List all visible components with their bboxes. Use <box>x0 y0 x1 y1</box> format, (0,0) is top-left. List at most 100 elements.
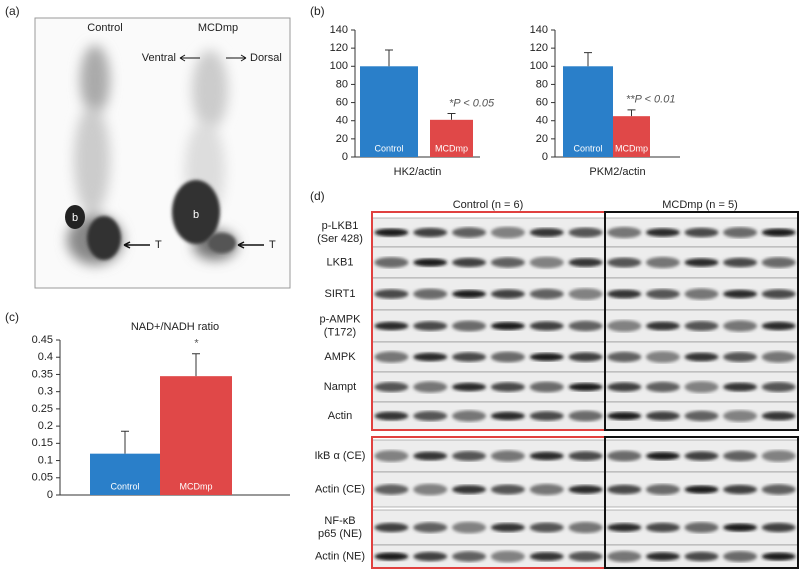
blob <box>172 180 220 244</box>
marker-label: b <box>193 209 199 221</box>
blot-band <box>684 288 719 300</box>
y-tick-label: 0.3 <box>38 386 53 398</box>
blot-band <box>684 321 719 331</box>
blot-band <box>568 320 603 332</box>
y-tick-label: 100 <box>330 60 348 72</box>
blot-band <box>568 227 603 238</box>
blot-band <box>374 228 409 237</box>
blot-band <box>761 484 796 495</box>
y-tick-label: 0.1 <box>38 454 53 466</box>
row-label: LKB1 <box>327 256 354 268</box>
blot-band <box>413 483 448 496</box>
blot-band <box>568 551 603 562</box>
blot-band <box>413 288 448 300</box>
blot-band <box>413 411 448 421</box>
row-label: Actin <box>328 410 352 422</box>
blot-band <box>645 552 680 561</box>
arrow <box>237 241 264 249</box>
blot-band <box>529 381 564 393</box>
blot-band <box>452 451 487 461</box>
blot-band <box>761 552 796 561</box>
y-tick-label: 0 <box>342 151 348 163</box>
row-label: Actin (CE) <box>315 483 365 495</box>
blot-band <box>645 411 680 421</box>
row-label: AMPK <box>324 351 356 363</box>
row-label: Nampt <box>324 381 356 393</box>
y-tick-label: 60 <box>336 96 348 108</box>
blot-band <box>529 321 564 331</box>
blot-band <box>529 353 564 361</box>
y-tick-label: 0.15 <box>32 437 53 449</box>
blot-band <box>684 227 719 238</box>
blot-band <box>607 226 642 239</box>
y-tick-label: 0.25 <box>32 403 53 415</box>
category-label: Control <box>110 481 139 491</box>
blot-band <box>374 522 409 533</box>
blob <box>65 205 85 229</box>
blot-band <box>607 550 642 563</box>
x-axis-label: PKM2/actin <box>589 166 645 178</box>
blot-band <box>607 412 642 420</box>
row-label: (Ser 428) <box>317 233 363 245</box>
blot-band <box>761 522 796 533</box>
blot-band <box>607 289 642 299</box>
blot-band <box>761 382 796 392</box>
blot-band <box>452 352 487 362</box>
panel-label: (c) <box>5 310 19 324</box>
error-bar <box>385 49 393 67</box>
y-tick-label: 20 <box>336 133 348 145</box>
blot-band <box>529 522 564 533</box>
y-tick-label: 120 <box>330 42 348 54</box>
blot-band <box>607 351 642 363</box>
panel-label: (a) <box>5 4 20 18</box>
blot-band <box>568 485 603 494</box>
y-tick-label: 0 <box>47 489 53 501</box>
blot-band <box>413 227 448 238</box>
blot-band <box>723 352 758 362</box>
blot-band <box>529 228 564 237</box>
blot-band <box>645 351 680 363</box>
blot-band <box>529 483 564 496</box>
blot-band <box>723 484 758 495</box>
blot-band <box>761 351 796 363</box>
bar <box>360 66 418 157</box>
blot-band <box>645 289 680 299</box>
blot-band <box>452 551 487 562</box>
blot-band <box>490 382 525 392</box>
blot-band <box>568 352 603 362</box>
y-tick-label: 40 <box>336 115 348 127</box>
blot-band <box>684 485 719 494</box>
bar <box>430 119 473 157</box>
blot-band <box>761 411 796 421</box>
blot-band <box>374 552 409 561</box>
blot-band <box>568 258 603 267</box>
y-tick-label: 80 <box>536 78 548 90</box>
y-tick-label: 20 <box>536 133 548 145</box>
y-tick-label: 0.45 <box>32 334 53 346</box>
y-tick-label: 0.35 <box>32 368 53 380</box>
blot-band <box>645 321 680 331</box>
marker-label: T <box>155 239 162 251</box>
bar <box>613 116 650 157</box>
group-label: Control (n = 6) <box>453 199 524 211</box>
blot-band <box>490 523 525 532</box>
blot-band <box>723 289 758 299</box>
blot-band <box>645 256 680 269</box>
blot-band <box>568 521 603 534</box>
y-tick-label: 0.05 <box>32 472 53 484</box>
blot-band <box>645 522 680 533</box>
blot-band <box>490 411 525 421</box>
blot-band <box>529 256 564 269</box>
row-label: SIRT1 <box>325 288 356 300</box>
group-frame <box>604 211 799 431</box>
error-bar <box>121 430 129 454</box>
blot-band <box>452 290 487 298</box>
blot-band <box>761 289 796 299</box>
marker-label: b <box>72 212 78 224</box>
blot-band <box>723 320 758 332</box>
blot-band <box>490 257 525 268</box>
blot-band <box>490 484 525 495</box>
bar <box>90 453 160 495</box>
blot-band <box>645 381 680 393</box>
